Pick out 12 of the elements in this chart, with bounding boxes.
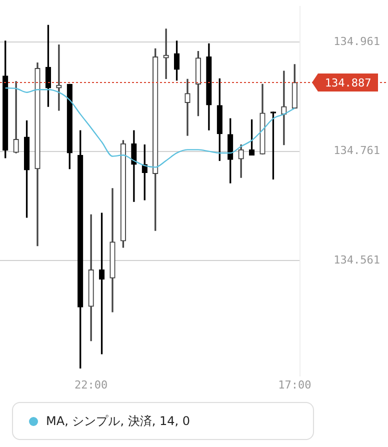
y-tick-label: 134.961: [334, 34, 380, 48]
legend-label: MA, シンプル, 決済, 14, 0: [46, 412, 190, 430]
y-tick-label: 134.761: [334, 144, 380, 158]
x-tick-label: 17:00: [278, 378, 312, 392]
x-tick-label: 22:00: [74, 378, 108, 392]
ref-line-label: 134.887: [324, 76, 372, 90]
candlestick: [163, 28, 169, 80]
candlestick: [184, 78, 190, 136]
candlestick: [13, 81, 19, 154]
candlestick: [56, 44, 62, 111]
y-tick-label: 134.561: [334, 253, 380, 266]
candlestick: [281, 70, 287, 146]
